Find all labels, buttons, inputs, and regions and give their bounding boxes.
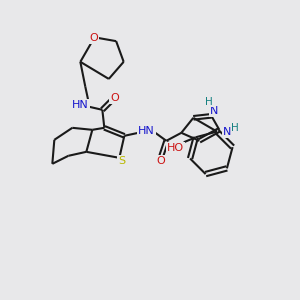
- Text: O: O: [89, 33, 98, 43]
- Text: N: N: [223, 127, 232, 137]
- Text: H: H: [232, 123, 239, 133]
- Text: N: N: [210, 106, 218, 116]
- Text: HO: HO: [167, 143, 184, 153]
- Text: O: O: [156, 156, 165, 166]
- Text: HN: HN: [138, 126, 155, 136]
- Text: O: O: [110, 93, 119, 103]
- Text: H: H: [206, 97, 213, 107]
- Text: S: S: [118, 156, 125, 166]
- Text: HN: HN: [72, 100, 89, 110]
